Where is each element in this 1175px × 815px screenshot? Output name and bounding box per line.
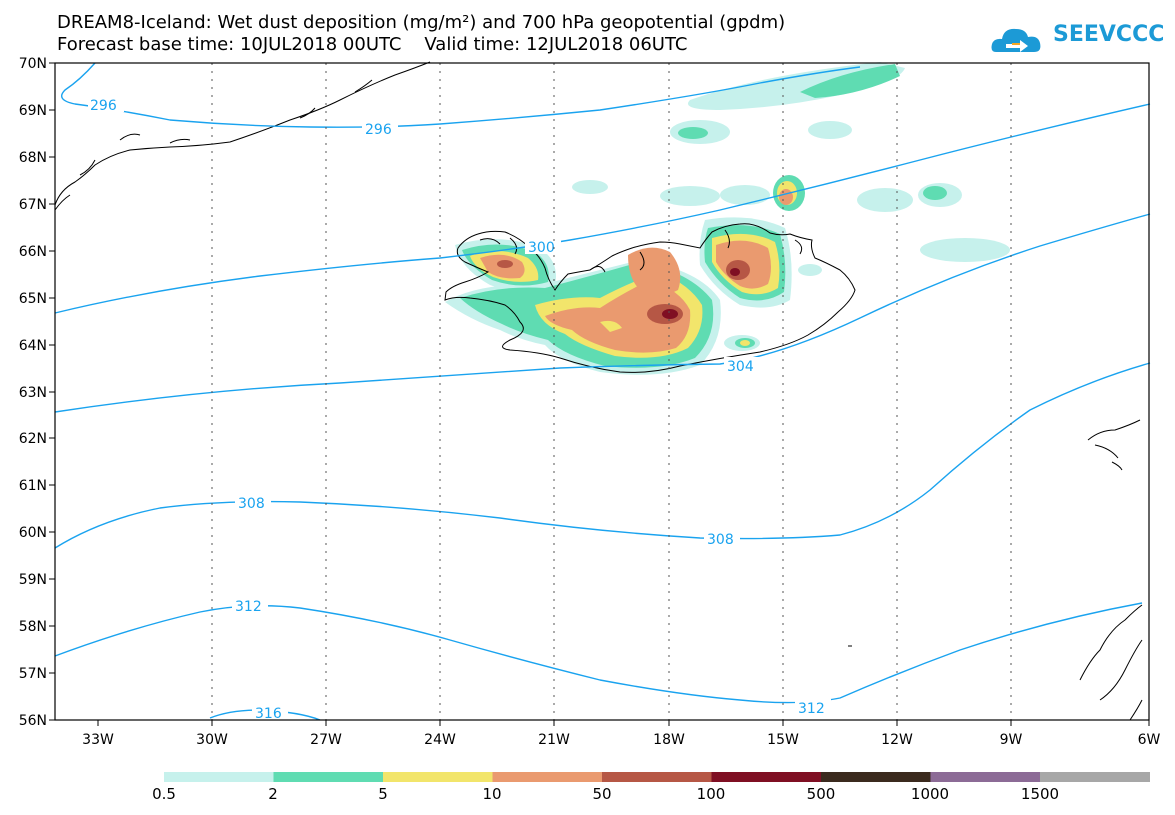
dust-deposition-field [445, 62, 1010, 375]
lat-label: 62N [19, 431, 47, 447]
colorbar-label: 100 [696, 785, 726, 803]
contour-label: 296 [90, 98, 117, 114]
lat-label: 61N [19, 478, 47, 494]
map-subtitle: Forecast base time: 10JUL2018 00UTC Vali… [57, 34, 688, 55]
contour-label: 308 [707, 532, 734, 548]
lon-label: 24W [424, 732, 456, 748]
lat-label: 69N [19, 103, 47, 119]
lat-label: 65N [19, 291, 47, 307]
lon-label: 9W [1000, 732, 1023, 748]
colorbar-swatch [273, 772, 384, 782]
lon-label: 27W [310, 732, 342, 748]
lat-label: 57N [19, 666, 47, 682]
lon-label: 21W [538, 732, 570, 748]
contour-label: 300 [528, 240, 555, 256]
colorbar-swatch [930, 772, 1041, 782]
lon-label: 15W [767, 732, 799, 748]
seevccc-logo [991, 28, 1041, 52]
colorbar-label: 1000 [910, 785, 950, 803]
coastlines [54, 61, 1143, 721]
lon-label: 6W [1138, 732, 1161, 748]
colorbar-swatch [164, 772, 274, 782]
colorbar-label: 10 [482, 785, 502, 803]
colorbar-swatch [492, 772, 603, 782]
lat-label: 68N [19, 150, 47, 166]
graticule [211, 63, 1012, 720]
lon-label: 18W [653, 732, 685, 748]
contour-label: 308 [238, 496, 265, 512]
contour-label: 304 [727, 359, 754, 375]
colorbar-swatch [383, 772, 493, 782]
geopotential-contours [54, 62, 1151, 721]
lat-label: 66N [19, 244, 47, 260]
colorbar-label: 2 [268, 785, 278, 803]
colorbar-swatch [711, 772, 822, 782]
colorbar-swatch [1040, 772, 1150, 782]
lat-label: 70N [19, 56, 47, 72]
colorbar-label: 500 [806, 785, 836, 803]
contour-label: 312 [235, 599, 262, 615]
longitude-labels: 33W 30W 27W 24W 21W 18W 15W 12W 9W 6W [82, 732, 1160, 748]
lat-label: 60N [19, 525, 47, 541]
lat-label: 67N [19, 197, 47, 213]
contour-label: 312 [798, 701, 825, 717]
contour-label: 296 [365, 122, 392, 138]
lat-label: 58N [19, 619, 47, 635]
contour-label: 316 [255, 706, 282, 722]
colorbar-swatch [602, 772, 712, 782]
colorbar-swatch [821, 772, 931, 782]
colorbar [164, 772, 1150, 782]
lat-label: 63N [19, 385, 47, 401]
lon-label: 33W [82, 732, 114, 748]
logo-text: SEEVCCC [1053, 22, 1165, 47]
lat-label: 59N [19, 572, 47, 588]
lat-label: 64N [19, 338, 47, 354]
lon-label: 30W [196, 732, 228, 748]
colorbar-label: 0.5 [152, 785, 176, 803]
axis-ticks [49, 62, 1150, 726]
latitude-labels: 70N 69N 68N 67N 66N 65N 64N 63N 62N 61N … [19, 56, 47, 729]
lat-label: 56N [19, 713, 47, 729]
cloud-arrow-icon [991, 28, 1041, 52]
colorbar-label: 1500 [1020, 785, 1060, 803]
colorbar-label: 5 [378, 785, 388, 803]
contour-label-group: 296 296 300 304 308 308 312 312 316 [88, 96, 831, 722]
map-title: DREAM8-Iceland: Wet dust deposition (mg/… [57, 12, 786, 33]
lon-label: 12W [881, 732, 913, 748]
colorbar-label: 50 [592, 785, 612, 803]
